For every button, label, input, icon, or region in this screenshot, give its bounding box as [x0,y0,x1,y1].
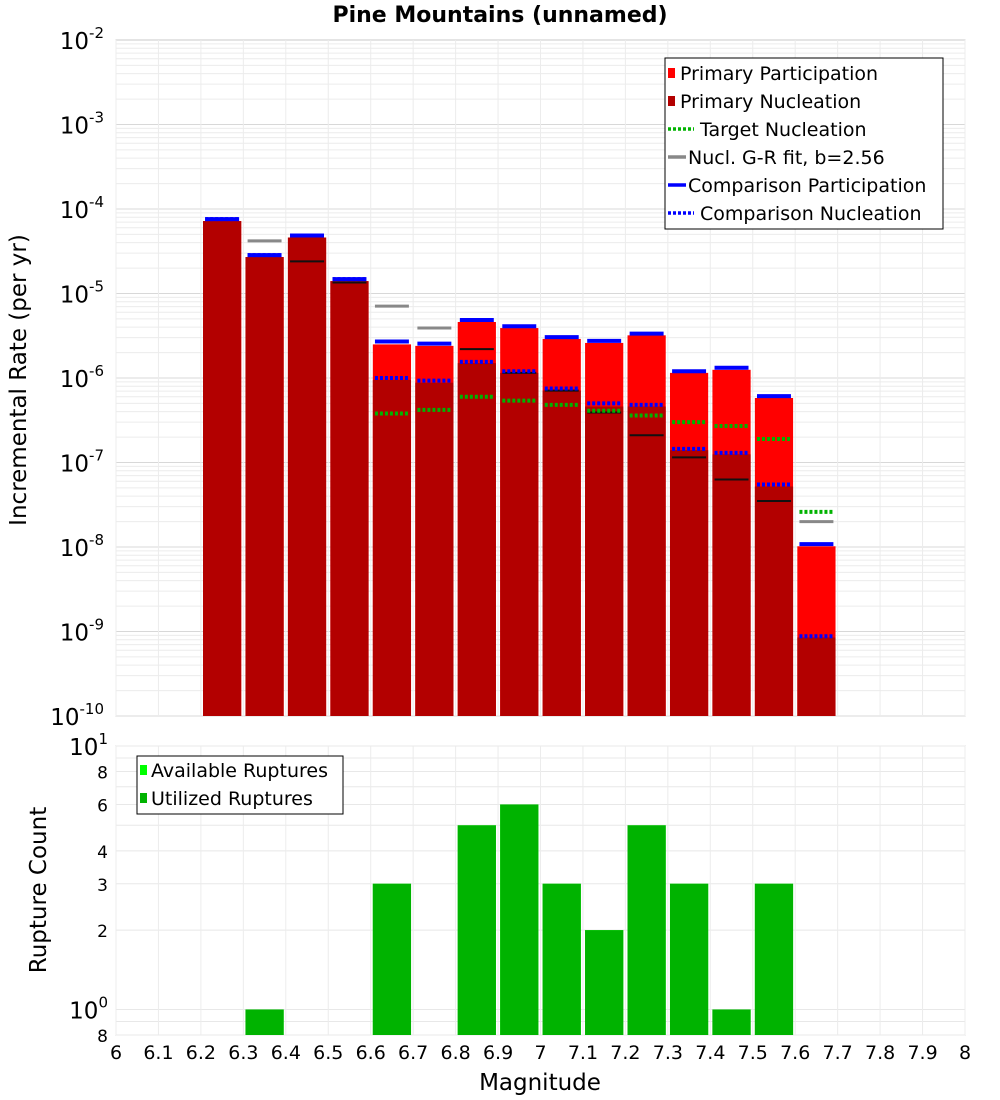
utilized-ruptures-bar [754,883,794,1035]
chart-title: Pine Mountains (unnamed) [332,3,667,28]
x-tick-label: 6.9 [483,1042,513,1064]
top-y-axis-label: Incremental Rate (per yr) [6,234,32,526]
x-tick-label: 7.7 [823,1042,853,1064]
x-axis-label: Magnitude [479,1070,601,1096]
x-tick-label: 7.9 [907,1042,937,1064]
x-tick-label: 7.1 [568,1042,598,1064]
utilized-ruptures-bar [245,1009,284,1035]
top-legend-swatch [668,68,675,78]
top-legend-label: Comparison Participation [688,175,926,197]
top-y-tick-labels: 10-10 10-9 10-8 10-7 10-6 10-5 10-4 10-3 10-2 [50,24,104,731]
utilized-ruptures-bar [712,1009,751,1035]
bottom-legend: Available Ruptures Utilized Ruptures [136,755,344,815]
utilized-ruptures-bar [542,883,581,1035]
x-tick-label: 8 [959,1042,971,1064]
x-tick-label: 7.3 [653,1042,683,1064]
utilized-ruptures-bar [372,883,412,1035]
bottom-y-tick-label: 2 [97,922,108,942]
utilized-ruptures-bar [585,930,624,1035]
primary-nucleation-bar [457,363,496,716]
top-legend-label: Primary Nucleation [680,91,861,113]
x-tick-label: 6 [110,1042,122,1064]
bottom-legend-label: Available Ruptures [151,760,328,782]
bottom-y-tick-label: 3 [97,876,108,896]
x-tick-label: 6.2 [186,1042,216,1064]
bottom-y-tick-label: 4 [97,843,108,863]
bottom-bars [245,804,794,1035]
top-legend-label: Primary Participation [680,63,878,85]
top-y-tick-label: 10-9 [60,616,104,647]
top-y-tick-label: 10-3 [60,109,104,140]
top-lines [205,217,834,639]
primary-nucleation-bar [203,221,242,716]
top-y-tick-label: 10-8 [60,531,104,562]
x-tick-label: 6.5 [313,1042,343,1064]
x-tick-labels: 6 6.1 6.2 6.3 6.4 6.5 6.6 6.7 6.8 6.9 7 7.1 7.2 7.3 7.… [110,1042,971,1064]
x-tick-label: 7.6 [780,1042,810,1064]
primary-nucleation-bar [415,382,454,716]
x-tick-label: 6.1 [143,1042,173,1064]
bottom-legend-box [136,755,344,815]
primary-nucleation-bar [627,406,666,716]
primary-nucleation-bar [500,372,539,716]
x-tick-label: 6.6 [356,1042,386,1064]
bottom-y-tick-label: 8 [97,1027,108,1047]
primary-nucleation-bar [245,257,284,716]
primary-nucleation-bar [797,637,836,716]
bottom-y-tick-label: 8 [97,764,108,784]
top-panel: 10-10 10-9 10-8 10-7 10-6 10-5 10-4 10-3 10-2 In… [6,24,966,731]
top-legend-swatch [668,96,675,106]
top-y-tick-label: 10-6 [60,362,104,393]
bottom-y-tick-label: 6 [97,796,108,816]
bottom-legend-swatch [140,765,147,775]
x-tick-label: 7.4 [695,1042,725,1064]
x-tick-label: 7.2 [610,1042,640,1064]
utilized-ruptures-bar [627,825,666,1035]
utilized-ruptures-bar [457,825,496,1035]
x-tick-label: 6.4 [271,1042,301,1064]
bottom-y-tick-label: 100 [69,993,108,1024]
top-y-tick-label: 10-5 [60,278,104,309]
top-y-tick-label: 10-4 [60,193,104,224]
bottom-y-tick-label: 101 [69,730,108,761]
top-legend: Primary Participation Primary Nucleation T… [664,57,944,230]
utilized-ruptures-bar [500,804,539,1035]
top-legend-label: Comparison Nucleation [700,203,922,225]
primary-nucleation-bar [585,406,624,716]
top-y-tick-label: 10-2 [60,24,104,55]
top-legend-label: Nucl. G-R fit, b=2.56 [688,147,885,169]
utilized-ruptures-bar [669,883,709,1035]
primary-nucleation-bar [712,454,751,716]
x-tick-label: 7.8 [865,1042,895,1064]
primary-nucleation-bar [372,379,412,716]
x-tick-label: 7 [534,1042,546,1064]
top-y-tick-label: 10-7 [60,447,104,478]
primary-nucleation-bar [287,237,327,717]
bottom-y-tick-labels: 8 100 2 3 4 6 8 101 [69,730,108,1047]
primary-nucleation-bar [754,486,794,716]
top-y-tick-label: 10-10 [50,700,104,731]
bottom-legend-label: Utilized Ruptures [151,788,313,810]
top-bars [203,221,836,717]
bottom-legend-swatch [140,793,147,803]
bottom-y-axis-label: Rupture Count [26,807,52,973]
primary-nucleation-bar [542,390,581,716]
x-tick-label: 6.7 [398,1042,428,1064]
primary-nucleation-bar [330,281,369,716]
x-tick-label: 6.3 [228,1042,258,1064]
top-legend-label: Target Nucleation [699,119,867,141]
x-tick-label: 7.5 [738,1042,768,1064]
primary-nucleation-bar [669,450,709,716]
x-tick-label: 6.8 [440,1042,470,1064]
top-legend-box [664,57,944,230]
